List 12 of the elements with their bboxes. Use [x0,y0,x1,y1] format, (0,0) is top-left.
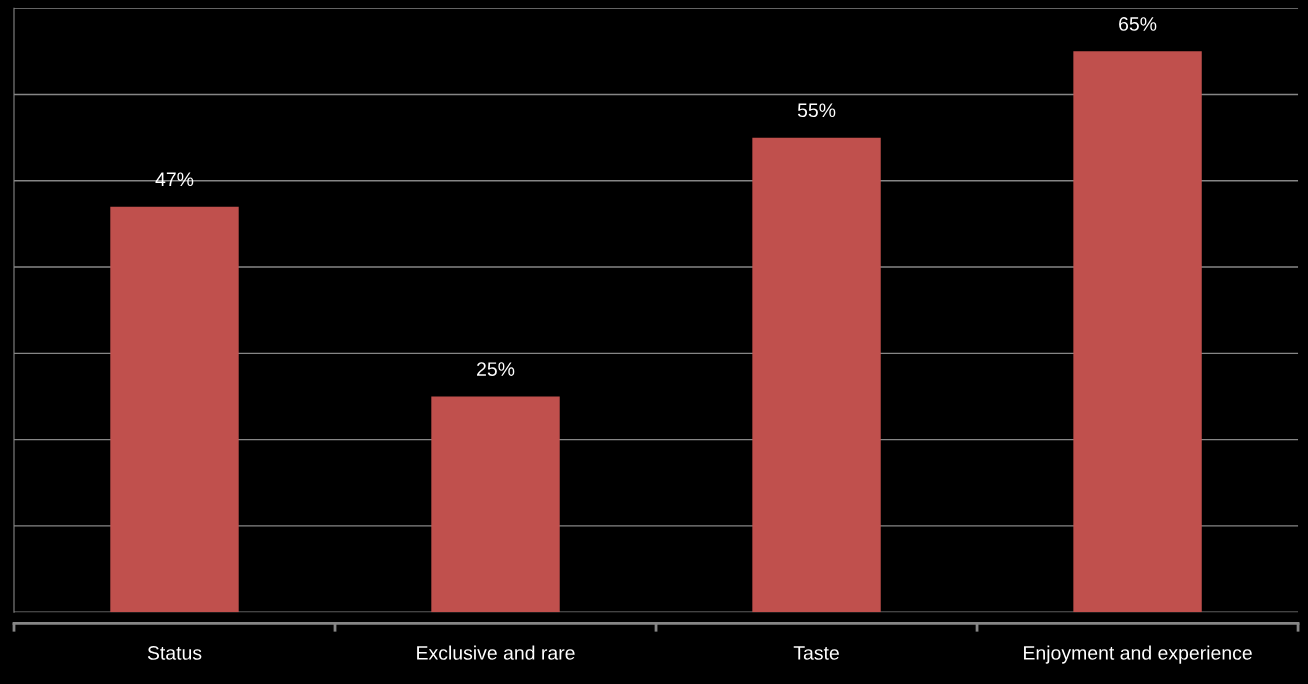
bar [110,206,239,613]
data-label: 47% [155,172,194,187]
x-tick-label: Exclusive and rare [417,645,575,660]
x-tick-label: Taste [793,646,839,660]
data-label: 55% [797,103,836,118]
bar [431,396,560,613]
bar [752,137,881,613]
bar [1073,51,1202,613]
x-tick-label: Status [147,646,202,660]
data-label: 25% [477,362,515,376]
x-tick-label: Enjoyment and experience [1024,645,1252,664]
data-label: 65% [1119,17,1157,31]
